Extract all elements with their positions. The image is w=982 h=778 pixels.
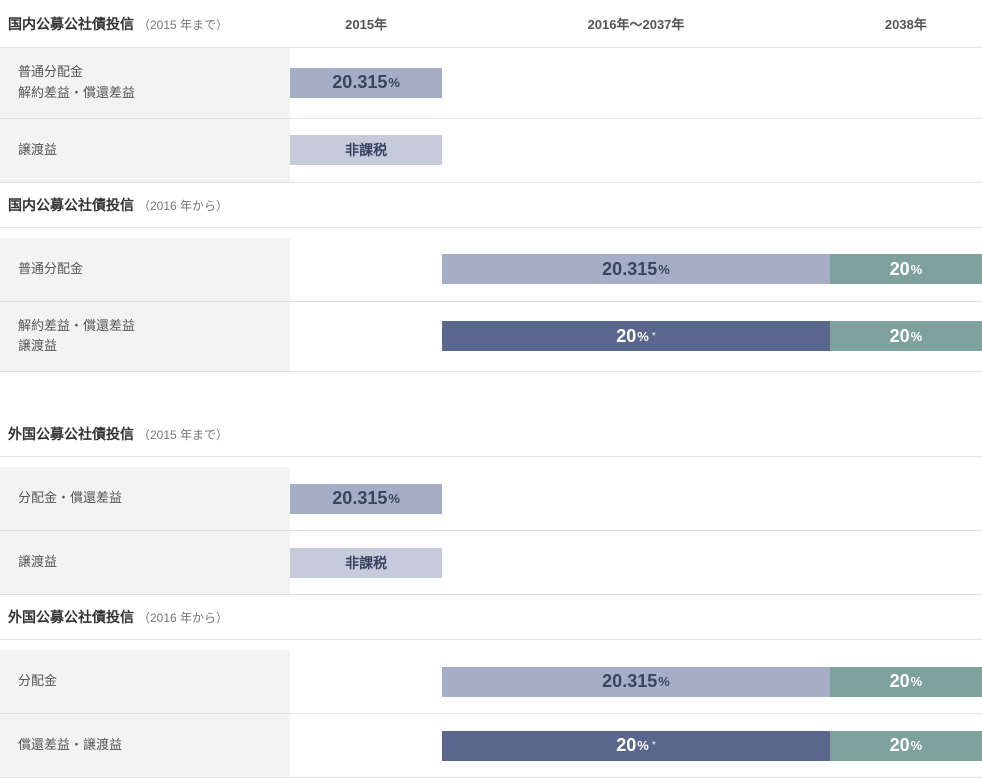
tax-bar: 20%*: [442, 731, 830, 761]
bar-unit: %: [911, 738, 923, 753]
section-subtitle: （2016 年から）: [138, 611, 228, 625]
bar-unit: %: [911, 674, 923, 689]
section-header: 外国公募公社債投信 （2016 年から）: [0, 595, 982, 640]
row-label-line: 譲渡益: [18, 336, 272, 357]
row-label-line: 解約差益・償還差益: [18, 316, 272, 337]
tax-bar: 20%: [830, 731, 982, 761]
period-header-col: 2016年〜2037年: [442, 0, 830, 47]
data-row: 分配金20.315%20%: [0, 650, 982, 714]
section-subtitle: （2015 年まで）: [138, 18, 228, 32]
row-label-line: 償還差益・譲渡益: [18, 735, 272, 756]
section-title: 国内公募公社債投信: [8, 16, 134, 32]
bar-unit: %: [658, 262, 670, 277]
section-gap: [0, 640, 982, 650]
bar-value: 20.315: [602, 259, 657, 280]
row-label-line: 譲渡益: [18, 552, 272, 573]
row-label-line: 分配金・償還差益: [18, 488, 272, 509]
section-header: 国内公募公社債投信 （2015 年まで） 2015年2016年〜2037年2038年: [0, 0, 982, 48]
section-title-cell: 国内公募公社債投信 （2015 年まで）: [0, 2, 290, 46]
bar-area: 20%*20%: [290, 714, 982, 777]
section-title: 外国公募公社債投信: [8, 426, 134, 442]
section-title-cell: 国内公募公社債投信 （2016 年から）: [0, 183, 290, 227]
bar-unit: %: [911, 262, 923, 277]
bar-value: 20: [890, 735, 910, 756]
section-title: 外国公募公社債投信: [8, 609, 134, 625]
tax-rate-chart: 国内公募公社債投信 （2015 年まで） 2015年2016年〜2037年2038年…: [0, 0, 982, 778]
tax-bar: 非課税: [290, 135, 442, 165]
bar-value: 20: [616, 735, 636, 756]
bar-unit: %: [637, 329, 649, 344]
row-label: 分配金・償還差益: [0, 467, 290, 530]
row-label-line: 解約差益・償還差益: [18, 83, 272, 104]
bar-asterisk: *: [652, 740, 656, 751]
bar-unit: %: [388, 75, 400, 90]
bar-value: 20.315: [332, 488, 387, 509]
bar-area: 20.315%20%: [290, 238, 982, 301]
bar-value: 20: [616, 326, 636, 347]
period-header: 2015年2016年〜2037年2038年: [290, 0, 982, 47]
section-title-cell: 外国公募公社債投信 （2015 年まで）: [0, 412, 290, 456]
tax-bar: 20%: [830, 321, 982, 351]
period-header-col: 2038年: [830, 0, 982, 47]
row-label: 普通分配金: [0, 238, 290, 301]
tax-bar: 20.315%: [290, 484, 442, 514]
row-label: 普通分配金解約差益・償還差益: [0, 48, 290, 118]
data-row: 分配金・償還差益 20.315%: [0, 467, 982, 531]
tax-bar: 20.315%: [290, 68, 442, 98]
bar-value: 20.315: [332, 72, 387, 93]
row-label-line: 普通分配金: [18, 62, 272, 83]
row-label-line: 譲渡益: [18, 140, 272, 161]
bar-unit: %: [637, 738, 649, 753]
bar-area: 20.315%: [290, 48, 982, 118]
bar-area: 20.315%: [290, 467, 982, 530]
data-row: 普通分配金20.315%20%: [0, 238, 982, 302]
section-gap: [0, 228, 982, 238]
tax-bar: 20.315%: [442, 254, 830, 284]
row-label: 償還差益・譲渡益: [0, 714, 290, 777]
row-label: 譲渡益: [0, 119, 290, 182]
section-subtitle: （2016 年から）: [138, 199, 228, 213]
bar-value: 20: [890, 326, 910, 347]
data-row: 譲渡益非課税: [0, 531, 982, 595]
bar-area: 非課税: [290, 531, 982, 594]
section-title: 国内公募公社債投信: [8, 197, 134, 213]
data-row: 譲渡益非課税: [0, 119, 982, 183]
bar-value: 20.315: [602, 671, 657, 692]
bar-value: 20: [890, 671, 910, 692]
bar-unit: %: [658, 674, 670, 689]
data-row: 普通分配金解約差益・償還差益20.315%: [0, 48, 982, 119]
section-title-cell: 外国公募公社債投信 （2016 年から）: [0, 595, 290, 639]
tax-bar: 20%*: [442, 321, 830, 351]
bar-area: 20%*20%: [290, 302, 982, 372]
row-label: 譲渡益: [0, 531, 290, 594]
section-header: 外国公募公社債投信 （2015 年まで）: [0, 412, 982, 457]
bar-unit: %: [388, 491, 400, 506]
tax-bar: 20.315%: [442, 667, 830, 697]
bar-area: 20.315%20%: [290, 650, 982, 713]
section-subtitle: （2015 年まで）: [138, 428, 228, 442]
bar-asterisk: *: [652, 331, 656, 342]
bar-area: 非課税: [290, 119, 982, 182]
data-row: 償還差益・譲渡益20%*20%: [0, 714, 982, 778]
tax-bar: 20%: [830, 667, 982, 697]
tax-bar: 非課税: [290, 548, 442, 578]
section-gap: [0, 457, 982, 467]
row-label-line: 普通分配金: [18, 259, 272, 280]
period-header-col: 2015年: [290, 0, 442, 47]
row-label-line: 分配金: [18, 671, 272, 692]
data-row: 解約差益・償還差益譲渡益20%*20%: [0, 302, 982, 373]
row-label: 解約差益・償還差益譲渡益: [0, 302, 290, 372]
tax-bar: 20%: [830, 254, 982, 284]
section-spacer: [0, 372, 982, 412]
bar-unit: %: [911, 329, 923, 344]
section-header: 国内公募公社債投信 （2016 年から）: [0, 183, 982, 228]
row-label: 分配金: [0, 650, 290, 713]
bar-value: 20: [890, 259, 910, 280]
